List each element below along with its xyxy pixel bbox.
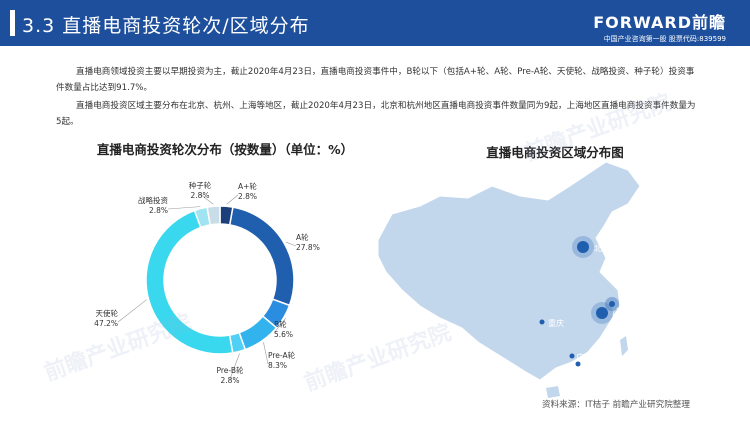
slice-category-label: Pre-B轮 bbox=[216, 365, 244, 375]
brand-subtitle: 中国产业咨询第一股 股票代码:839599 bbox=[603, 35, 726, 43]
slice-value-label: 27.8% bbox=[296, 243, 320, 252]
page-title: 3.3 直播电商投资轮次/区域分布 bbox=[22, 15, 310, 37]
slice-category-label: 战略投资 bbox=[138, 195, 168, 205]
hangzhou-label: 杭州市 bbox=[612, 311, 636, 321]
donut-chart-title: 直播电商投资轮次分布（按数量）（单位：%） bbox=[96, 142, 354, 157]
slice-category-label: B轮 bbox=[274, 319, 287, 329]
chongqing-marker: 重庆 bbox=[539, 318, 564, 328]
slice-value-label: 2.8% bbox=[149, 206, 168, 215]
leader-line bbox=[285, 241, 297, 247]
slice-category-label: A+轮 bbox=[238, 181, 257, 191]
shanghai-marker: 上海 bbox=[605, 297, 632, 311]
leader-line bbox=[229, 353, 240, 380]
slice-value-label: 2.8% bbox=[238, 192, 257, 201]
slice-category-label: A轮 bbox=[296, 232, 309, 242]
slice-value-label: 2.8% bbox=[220, 376, 239, 385]
shenzhen-marker: 深圳市 bbox=[575, 360, 606, 370]
guangzhou-label: 广州市 bbox=[576, 352, 600, 362]
source-note: 资料来源：IT桔子 前瞻产业研究院整理 bbox=[541, 400, 690, 410]
leader-line bbox=[273, 317, 286, 334]
taiwan-shape bbox=[620, 336, 628, 356]
title-accent bbox=[10, 10, 15, 36]
leader-line bbox=[167, 206, 201, 210]
intro-paragraph: 直播电商领域投资主要以早期投资为主，截止2020年4月23日，直播电商投资事件中… bbox=[56, 67, 695, 93]
chongqing-label: 重庆 bbox=[548, 318, 564, 328]
slice-value-label: 5.6% bbox=[274, 330, 293, 339]
hainan-shape bbox=[546, 386, 560, 398]
map-title: 直播电商投资区域分布图 bbox=[486, 145, 624, 160]
brand-name: FORWARD前瞻 bbox=[593, 13, 726, 32]
slice-category-label: Pre-A轮 bbox=[268, 350, 296, 360]
slice-value-label: 2.8% bbox=[190, 191, 209, 200]
leader-line bbox=[226, 194, 239, 205]
beijing-marker: 北京 bbox=[572, 236, 610, 258]
hangzhou-marker: 杭州市 bbox=[591, 302, 636, 324]
china-map-shape bbox=[377, 161, 641, 381]
guangzhou-marker: 广州市 bbox=[569, 352, 600, 362]
header-bar: 3.3 直播电商投资轮次/区域分布 FORWARD前瞻 中国产业咨询第一股 股票… bbox=[0, 0, 750, 46]
leader-line bbox=[199, 193, 214, 205]
brand-logo: FORWARD前瞻 中国产业咨询第一股 股票代码:839599 bbox=[593, 9, 726, 44]
leader-line bbox=[117, 299, 147, 323]
slice-category-label: 种子轮 bbox=[189, 180, 212, 190]
slice-value-label: 8.3% bbox=[268, 361, 287, 370]
donut-slice bbox=[206, 205, 221, 226]
shenzhen-label: 深圳市 bbox=[582, 360, 606, 370]
shanghai-label: 上海 bbox=[616, 300, 632, 310]
leader-line bbox=[263, 342, 269, 365]
beijing-label: 北京 bbox=[594, 243, 610, 253]
slice-value-label: 47.2% bbox=[94, 319, 118, 328]
region-paragraph: 直播电商投资区域主要分布在北京、杭州、上海等地区，截止2020年4月23日，北京… bbox=[56, 101, 696, 127]
slice-category-label: 天使轮 bbox=[96, 308, 119, 318]
